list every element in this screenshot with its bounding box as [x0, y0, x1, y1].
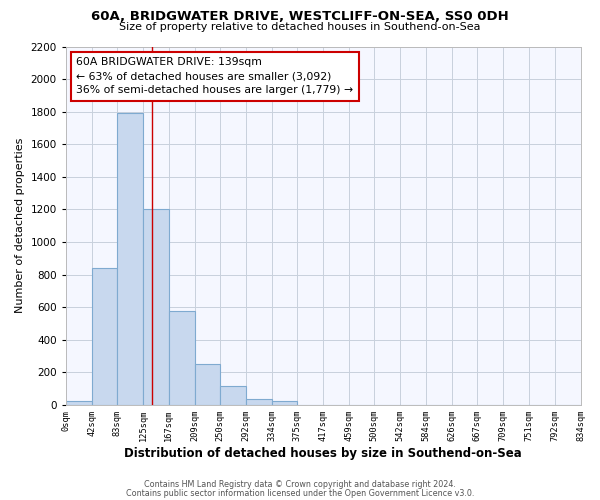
Bar: [246, 398, 272, 405]
Bar: [272, 402, 297, 405]
Text: 60A BRIDGWATER DRIVE: 139sqm
← 63% of detached houses are smaller (3,092)
36% of: 60A BRIDGWATER DRIVE: 139sqm ← 63% of de…: [76, 58, 353, 96]
Text: 60A, BRIDGWATER DRIVE, WESTCLIFF-ON-SEA, SS0 0DH: 60A, BRIDGWATER DRIVE, WESTCLIFF-ON-SEA,…: [91, 10, 509, 23]
Bar: [169, 310, 195, 405]
Text: Contains public sector information licensed under the Open Government Licence v3: Contains public sector information licen…: [126, 488, 474, 498]
Text: Size of property relative to detached houses in Southend-on-Sea: Size of property relative to detached ho…: [119, 22, 481, 32]
Bar: [220, 386, 246, 405]
Text: Contains HM Land Registry data © Crown copyright and database right 2024.: Contains HM Land Registry data © Crown c…: [144, 480, 456, 489]
Y-axis label: Number of detached properties: Number of detached properties: [15, 138, 25, 314]
X-axis label: Distribution of detached houses by size in Southend-on-Sea: Distribution of detached houses by size …: [124, 447, 522, 460]
Bar: [143, 210, 169, 405]
Bar: [117, 114, 143, 405]
Bar: [92, 268, 117, 405]
Bar: [66, 401, 92, 405]
Bar: [195, 364, 220, 405]
